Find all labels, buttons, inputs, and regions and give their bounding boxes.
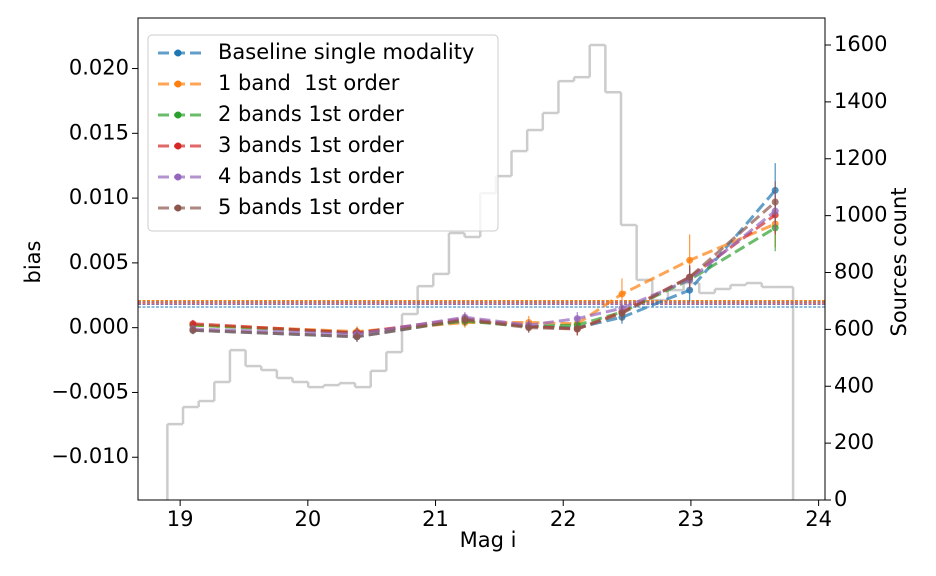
y-tick-label: 0.010 bbox=[69, 185, 129, 209]
y2-tick-label: 600 bbox=[834, 316, 874, 340]
y2-tick-label: 0 bbox=[834, 487, 847, 511]
y2-tick-label: 200 bbox=[834, 430, 874, 454]
legend-label: Baseline single modality bbox=[218, 40, 474, 64]
legend-label: 2 bands 1st order bbox=[218, 102, 404, 126]
legend-marker bbox=[174, 49, 182, 57]
marker bbox=[771, 198, 779, 206]
marker bbox=[353, 333, 361, 341]
marker bbox=[686, 273, 694, 281]
x-tick-label: 21 bbox=[422, 507, 449, 531]
y2-tick-label: 1400 bbox=[834, 89, 887, 113]
y-axis-label: bias bbox=[21, 241, 45, 284]
marker bbox=[189, 320, 197, 328]
y2-tick-label: 400 bbox=[834, 373, 874, 397]
series-line bbox=[192, 200, 777, 339]
plot-frame bbox=[137, 17, 826, 501]
x-tick-label: 19 bbox=[167, 507, 194, 531]
marker bbox=[461, 316, 469, 324]
marker bbox=[686, 256, 694, 264]
legend-marker bbox=[174, 111, 182, 119]
legend-marker bbox=[174, 204, 182, 212]
x-tick-label: 22 bbox=[550, 507, 577, 531]
marker bbox=[525, 324, 533, 332]
y-tick-label: 0.015 bbox=[69, 120, 129, 144]
x-tick-label: 23 bbox=[678, 507, 705, 531]
y2-tick-label: 1600 bbox=[834, 32, 887, 56]
legend: Baseline single modality 1 band 1st order… bbox=[147, 34, 499, 232]
y-tick-label: 0.005 bbox=[69, 250, 129, 274]
marker bbox=[189, 326, 197, 334]
legend-label: 3 bands 1st order bbox=[218, 133, 404, 157]
legend-label: 1 band 1st order bbox=[218, 71, 400, 95]
series-line bbox=[192, 213, 777, 335]
y-tick-label: 0.020 bbox=[69, 56, 129, 80]
y2-tick-label: 1000 bbox=[834, 203, 887, 227]
legend-box bbox=[147, 34, 499, 232]
series bbox=[189, 181, 779, 342]
x-tick-label: 20 bbox=[294, 507, 321, 531]
y2-axis-label: Sources count bbox=[887, 188, 911, 337]
legend-label: 5 bands 1st order bbox=[218, 195, 404, 219]
marker bbox=[573, 315, 581, 323]
legend-marker bbox=[174, 142, 182, 150]
y-tick-label: 0.000 bbox=[69, 315, 129, 339]
y-tick-label: −0.010 bbox=[51, 444, 129, 468]
marker bbox=[618, 309, 626, 317]
legend-label: 4 bands 1st order bbox=[218, 164, 404, 188]
y-tick-label: −0.005 bbox=[51, 379, 129, 403]
x-tick-label: 24 bbox=[805, 507, 832, 531]
marker bbox=[573, 325, 581, 333]
marker bbox=[618, 290, 626, 298]
legend-marker bbox=[174, 80, 182, 88]
series-line bbox=[192, 209, 777, 336]
y2-tick-label: 800 bbox=[834, 260, 874, 284]
y2-tick-label: 1200 bbox=[834, 146, 887, 170]
x-axis-label: Mag i bbox=[460, 528, 517, 552]
legend-marker bbox=[174, 173, 182, 181]
